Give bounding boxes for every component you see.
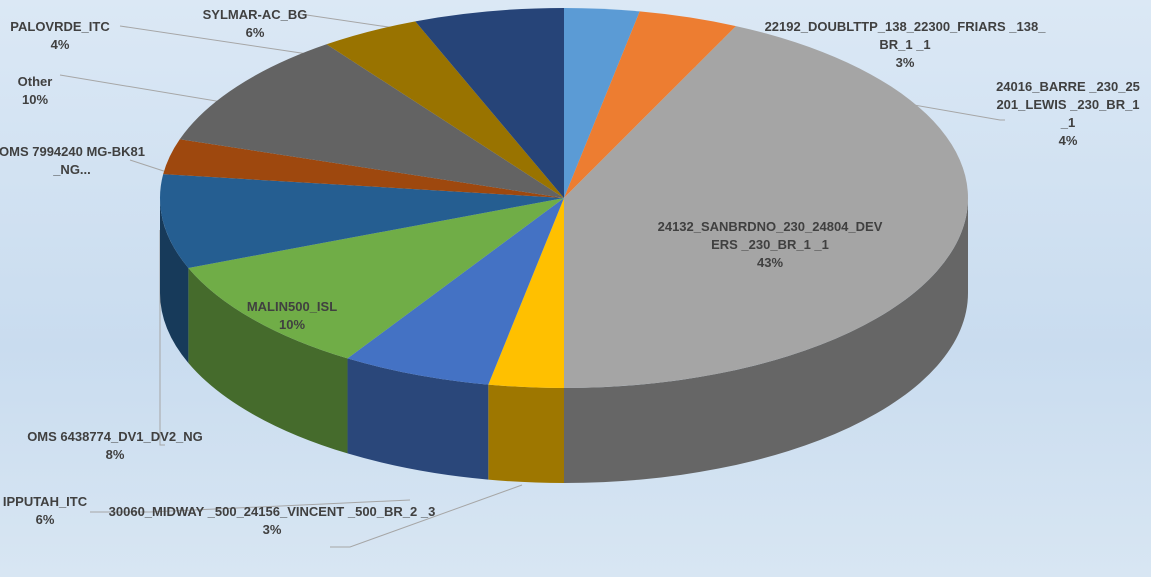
- slice: [564, 11, 737, 199]
- data-label: PALOVRDE_ITC 4%: [0, 18, 125, 54]
- slice: [488, 198, 564, 388]
- slice-side: [488, 384, 564, 483]
- value-label: 10%: [21, 92, 49, 107]
- category-label: PALOVRDE_ITC: [10, 19, 110, 34]
- slice-tops: [160, 8, 969, 389]
- value-label: 6%: [35, 512, 55, 527]
- value-label: 10%: [278, 317, 306, 332]
- value-label: 6%: [245, 25, 265, 40]
- category-label: 22192_DOUBLTTP_138_22300_FRIARS _138_BR_…: [764, 19, 1046, 52]
- data-label: 24132_SANBRDNO_230_24804_DEVERS _230_BR_…: [655, 218, 885, 272]
- value-label: 4%: [1058, 133, 1078, 148]
- category-label: OMS 7994240 MG-BK81_NG...: [0, 144, 145, 177]
- slice: [326, 21, 564, 198]
- slice: [179, 44, 564, 198]
- category-label: IPPUTAH_ITC: [2, 494, 88, 509]
- slice: [415, 8, 564, 198]
- value-label: 43%: [756, 255, 784, 270]
- category-label: 24132_SANBRDNO_230_24804_DEVERS _230_BR_…: [657, 219, 883, 252]
- value-label: 3%: [895, 55, 915, 70]
- slice-side: [160, 198, 189, 363]
- category-label: 24016_BARRE _230_25201_LEWIS _230_BR_1 _…: [996, 79, 1140, 130]
- slice: [188, 198, 564, 359]
- data-label: 30060_MIDWAY _500_24156_VINCENT _500_BR_…: [107, 503, 437, 539]
- leader-line: [159, 230, 165, 446]
- slice-side: [564, 198, 968, 483]
- data-label: MALIN500_ISL 10%: [212, 298, 372, 334]
- slice: [347, 198, 564, 385]
- category-label: OMS 6438774_DV1_DV2_NG: [27, 429, 203, 444]
- leader-line: [90, 499, 411, 513]
- slice-side: [188, 267, 348, 454]
- value-label: 8%: [105, 447, 125, 462]
- slice: [564, 8, 640, 198]
- data-label: OMS 6438774_DV1_DV2_NG 8%: [0, 428, 235, 464]
- category-label: MALIN500_ISL: [246, 299, 338, 314]
- data-label: Other 10%: [5, 73, 65, 109]
- leader-line: [330, 484, 523, 548]
- slice: [163, 139, 564, 198]
- data-label: SYLMAR-AC_BG 6%: [190, 6, 320, 42]
- slice-side: [347, 358, 489, 480]
- slice: [564, 26, 969, 389]
- data-label: OMS 7994240 MG-BK81_NG...: [0, 143, 147, 179]
- value-label: 4%: [50, 37, 70, 52]
- category-label: SYLMAR-AC_BG: [202, 7, 308, 22]
- data-label: 22192_DOUBLTTP_138_22300_FRIARS _138_BR_…: [760, 18, 1050, 72]
- value-label: 3%: [262, 522, 282, 537]
- data-label: IPPUTAH_ITC 6%: [0, 493, 95, 529]
- category-label: 30060_MIDWAY _500_24156_VINCENT _500_BR_…: [108, 504, 436, 519]
- category-label: Other: [17, 74, 53, 89]
- slice: [160, 174, 564, 268]
- data-label: 24016_BARRE _230_25201_LEWIS _230_BR_1 _…: [993, 78, 1143, 150]
- slice-sides: [160, 198, 968, 483]
